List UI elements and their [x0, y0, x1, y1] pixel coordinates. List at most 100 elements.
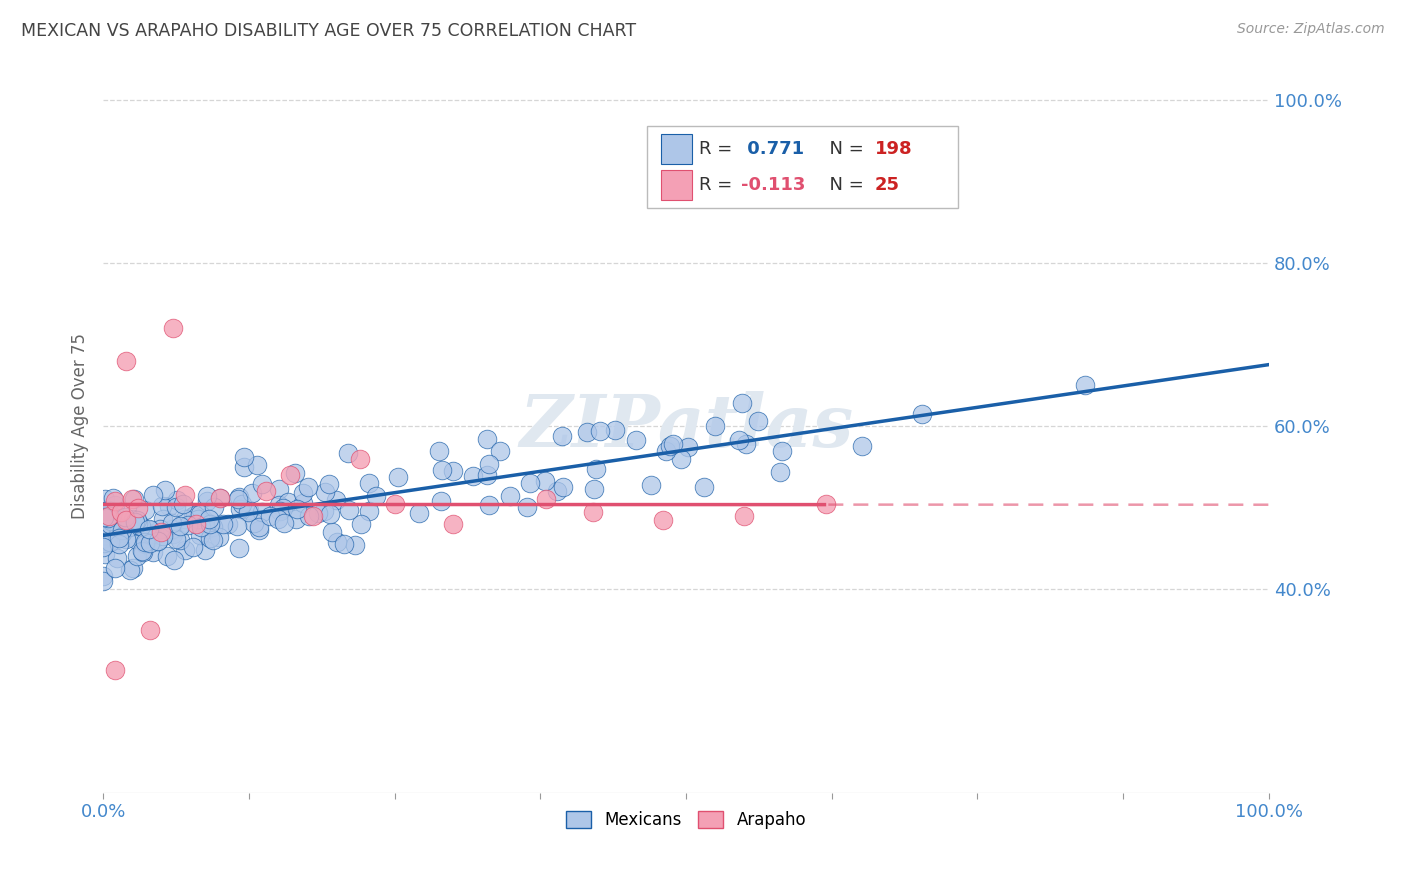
Point: [427, 444, 450, 458]
Point: [127, 516, 149, 530]
Point: [162, 526, 184, 541]
Point: [96, 504, 118, 518]
Point: [193, 513, 215, 527]
Point: [124, 532, 146, 546]
Point: [273, 516, 295, 531]
Point: [139, 523, 162, 537]
Point: [267, 498, 290, 512]
Point: [96, 517, 118, 532]
Point: [770, 443, 793, 458]
Point: [325, 493, 347, 508]
Point: [172, 497, 194, 511]
Point: [269, 504, 291, 518]
Point: [1074, 378, 1097, 392]
Point: [516, 500, 538, 515]
Point: [105, 531, 128, 545]
Point: [731, 396, 754, 410]
Point: [104, 494, 127, 508]
Point: [432, 463, 454, 477]
Point: [110, 505, 132, 519]
Point: [728, 433, 751, 447]
Point: [100, 514, 122, 528]
Point: [111, 525, 134, 540]
Point: [118, 520, 141, 534]
Point: [240, 486, 263, 500]
Point: [250, 477, 273, 491]
Point: [181, 509, 204, 524]
Point: [156, 549, 179, 564]
Text: MEXICAN VS ARAPAHO DISABILITY AGE OVER 75 CORRELATION CHART: MEXICAN VS ARAPAHO DISABILITY AGE OVER 7…: [21, 22, 637, 40]
Point: [463, 469, 485, 483]
Point: [174, 542, 197, 557]
Point: [110, 524, 132, 538]
Point: [585, 461, 607, 475]
Point: [232, 450, 254, 464]
Point: [703, 419, 725, 434]
Point: [553, 479, 575, 493]
Point: [166, 492, 188, 507]
Point: [114, 510, 136, 524]
Point: [107, 551, 129, 566]
Point: [129, 519, 152, 533]
Point: [93, 509, 115, 524]
Point: [769, 465, 792, 479]
Point: [97, 508, 120, 523]
Point: [534, 475, 557, 489]
Point: [477, 432, 499, 446]
Point: [195, 523, 218, 537]
Point: [201, 533, 224, 547]
Point: [851, 439, 873, 453]
Point: [658, 439, 681, 453]
Point: [478, 457, 501, 471]
Point: [115, 513, 138, 527]
Point: [152, 511, 174, 525]
Point: [134, 537, 156, 551]
Point: [142, 545, 165, 559]
Point: [111, 523, 134, 537]
Point: [243, 516, 266, 531]
Point: [229, 502, 252, 516]
Point: [98, 534, 121, 549]
Point: [93, 536, 115, 550]
Point: [499, 489, 522, 503]
Point: [217, 517, 239, 532]
Point: [94, 492, 117, 507]
Point: [186, 516, 208, 531]
Point: [104, 498, 127, 512]
Legend: Mexicans, Arapaho: Mexicans, Arapaho: [560, 804, 813, 836]
Point: [150, 524, 173, 539]
Point: [250, 505, 273, 519]
Point: [298, 509, 321, 524]
Point: [747, 414, 769, 428]
Point: [208, 491, 231, 505]
Point: [188, 528, 211, 542]
Point: [292, 486, 315, 500]
Point: [661, 437, 683, 451]
Point: [118, 520, 141, 534]
Point: [693, 480, 716, 494]
Point: [238, 503, 260, 517]
Point: [163, 552, 186, 566]
Point: [640, 478, 662, 492]
Point: [97, 511, 120, 525]
Point: [226, 492, 249, 507]
Point: [157, 499, 180, 513]
Point: [139, 623, 162, 637]
Point: [169, 533, 191, 548]
Point: [246, 458, 269, 472]
Point: [94, 547, 117, 561]
Point: [655, 444, 678, 458]
Point: [131, 543, 153, 558]
Point: [146, 533, 169, 548]
Text: 198: 198: [875, 140, 912, 158]
Point: [162, 321, 184, 335]
Point: [103, 491, 125, 505]
Point: [489, 444, 512, 458]
Point: [121, 492, 143, 507]
Point: [96, 533, 118, 548]
Point: [108, 531, 131, 545]
Point: [228, 490, 250, 504]
Point: [160, 522, 183, 536]
Point: [336, 446, 359, 460]
Point: [344, 537, 367, 551]
